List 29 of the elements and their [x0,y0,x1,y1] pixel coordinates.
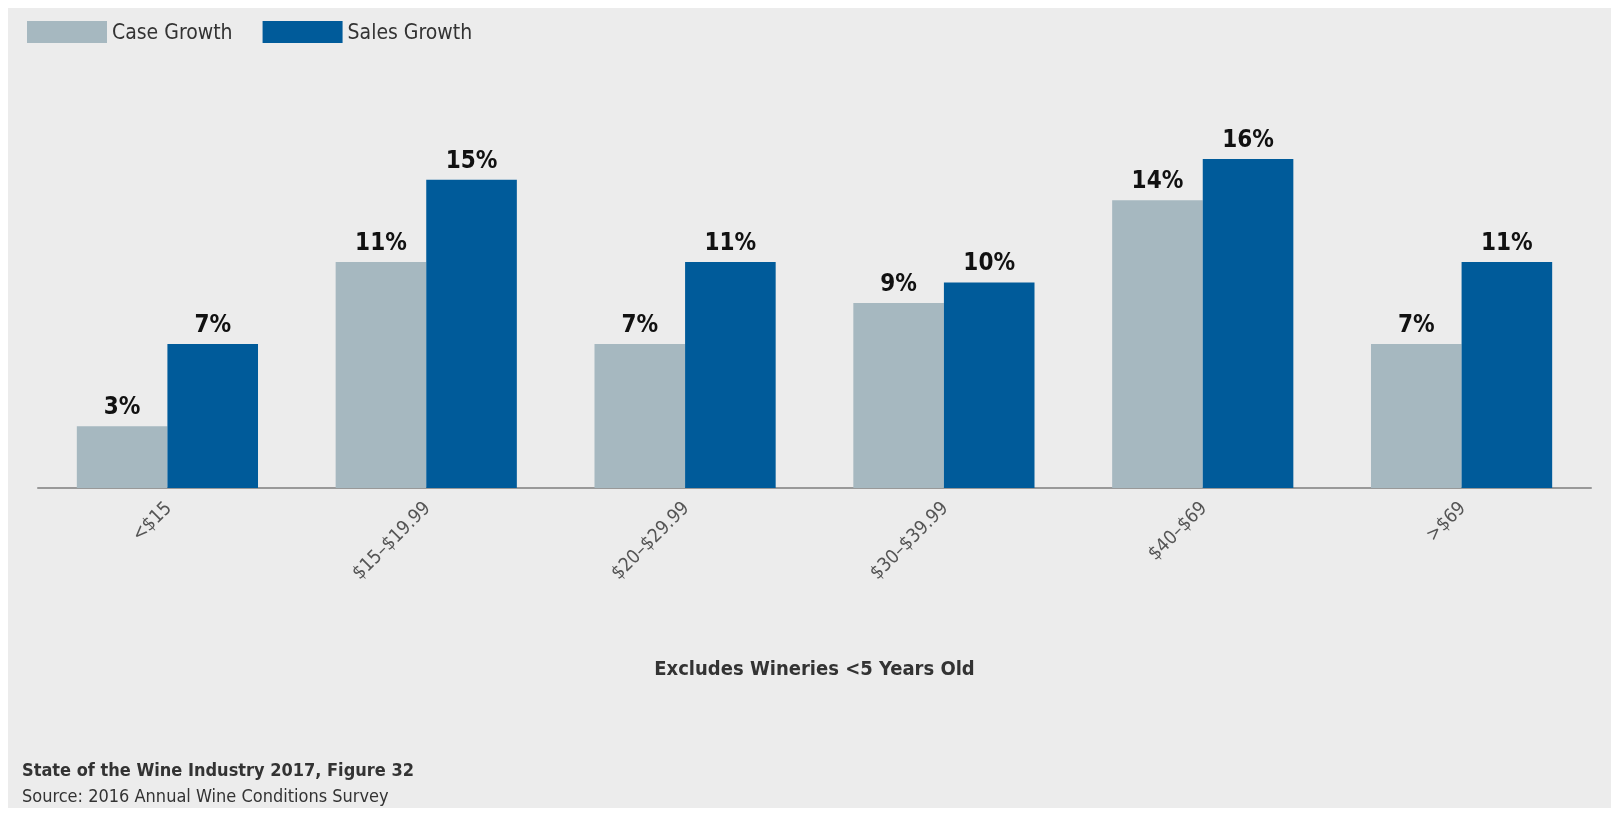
data-label: 7% [1397,310,1435,339]
bar [335,261,427,488]
x-axis-title: Excludes Wineries <5 Years Old [654,656,975,680]
data-label: 7% [621,310,659,339]
bar [76,426,168,488]
data-label: 11% [355,227,407,256]
data-label: 10% [963,248,1016,277]
bar [1461,261,1553,488]
bar [1370,344,1462,488]
data-label: 16% [1222,125,1274,154]
text: State of the Wine Industry 2017, Figure 32 [22,758,414,780]
bar [853,303,944,488]
data-label: 7% [194,310,232,339]
source-note: Source: 2016 Annual Wine Conditions Survey [22,784,390,806]
data-label: 15% [445,145,498,174]
data-label: 14% [1131,166,1184,195]
legend-label: Sales Growth [347,20,473,44]
bar [1112,200,1203,488]
data-label: 11% [704,227,757,256]
bar [685,261,776,488]
data-label: 9% [880,269,917,297]
bar [426,179,517,488]
data-label: 3% [103,392,141,421]
data-label: 11% [1481,227,1533,256]
bar [594,344,686,488]
bar [167,344,259,488]
legend-label: Case Growth [112,20,233,44]
bar [943,282,1035,488]
bar [1202,159,1294,488]
